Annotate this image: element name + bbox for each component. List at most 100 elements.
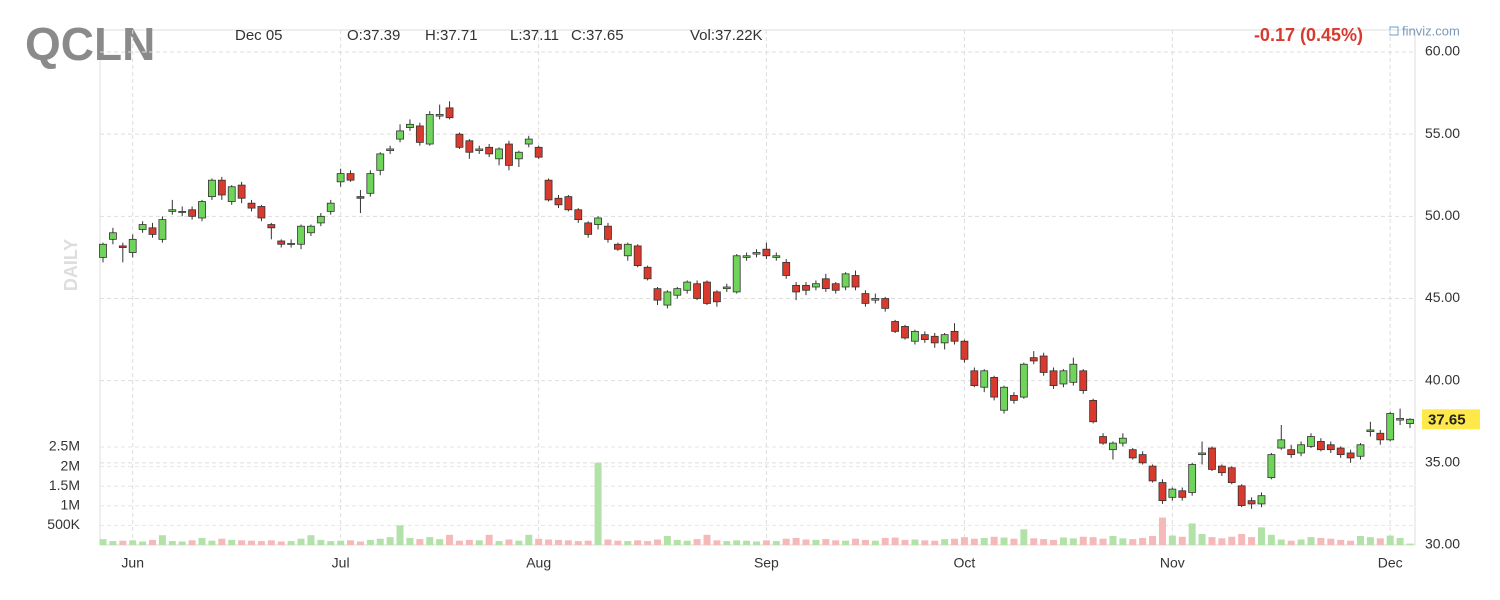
volume-bar <box>980 537 988 545</box>
volume-bar <box>287 541 295 545</box>
volume-bar <box>782 538 790 545</box>
candle-body <box>861 293 870 304</box>
volume-bar <box>723 541 731 545</box>
candle-body <box>1158 482 1167 502</box>
volume-bar <box>1020 529 1028 545</box>
candle-body <box>772 255 781 258</box>
volume-bar <box>248 540 256 545</box>
volume-bar <box>881 537 889 545</box>
volume-bar <box>356 541 364 545</box>
volume-bar <box>1188 523 1196 545</box>
volume-bar <box>1287 540 1295 545</box>
volume-bar <box>168 541 176 545</box>
candle-body <box>594 217 602 225</box>
candle-body <box>1089 399 1098 423</box>
source-icon <box>1389 26 1399 36</box>
candle-body <box>1287 449 1296 456</box>
candle-body <box>1217 465 1226 474</box>
candle-body <box>564 196 573 211</box>
candle-body <box>960 340 969 360</box>
candle-body <box>752 252 761 255</box>
candle-body <box>673 288 682 296</box>
volume-bar <box>1277 539 1285 545</box>
volume-bar <box>604 539 612 545</box>
volume-bar <box>1228 536 1236 545</box>
candle-body <box>1316 441 1325 451</box>
date-label: Dec 05 <box>235 27 283 44</box>
candle-body <box>1188 464 1197 493</box>
candle-body <box>128 238 137 253</box>
volume-bar <box>1109 535 1117 545</box>
candle-body <box>940 334 949 344</box>
volume-bar <box>1297 539 1305 545</box>
candle-body <box>821 278 830 290</box>
volume-bar <box>733 540 741 545</box>
candle-body <box>1277 439 1286 449</box>
volume-bar <box>564 540 572 545</box>
volume-bar <box>406 537 414 545</box>
volume-bar <box>1376 538 1384 545</box>
candle-body <box>297 225 305 245</box>
volume-bar <box>1069 538 1077 545</box>
volume-bar <box>1089 537 1097 545</box>
candle-body <box>574 209 583 221</box>
candle-body <box>1406 418 1414 424</box>
volume-bar <box>1337 539 1345 545</box>
candle-body <box>277 240 286 245</box>
volume-bar <box>812 539 820 545</box>
candle-body <box>257 206 266 219</box>
candle-body <box>1118 437 1127 444</box>
volume-bar <box>584 540 592 545</box>
candle-body <box>1366 429 1375 433</box>
candle-body <box>217 179 226 196</box>
volume-bar <box>307 535 315 545</box>
volume-bar <box>337 540 345 545</box>
volume-bar <box>960 537 968 545</box>
volume-bar <box>386 537 394 545</box>
x-tick-label: Jun <box>121 555 144 571</box>
candle-body <box>1019 363 1028 398</box>
volume-bar <box>1208 537 1216 545</box>
y2-tick-label: 1M <box>61 497 80 513</box>
candle-body <box>1168 488 1177 498</box>
candle-body <box>722 286 731 290</box>
volume-bar <box>495 541 503 545</box>
candle-body <box>732 255 741 293</box>
volume-bar <box>446 534 454 545</box>
volume-bar <box>535 538 543 545</box>
candle-body <box>247 202 256 209</box>
volume-bar <box>1248 537 1256 545</box>
candle-body <box>1356 444 1365 457</box>
candle-body <box>158 219 167 240</box>
volume-bar <box>1129 539 1137 545</box>
close-label: C:37.65 <box>571 27 624 44</box>
candle-body <box>1069 363 1078 383</box>
volume-bar <box>515 540 523 545</box>
candle-body <box>841 273 850 288</box>
volume-bar <box>1158 517 1166 545</box>
candle-body <box>1148 465 1157 482</box>
y-tick-label: 30.00 <box>1425 536 1460 552</box>
candle-body <box>178 211 187 213</box>
volume-bar <box>772 541 780 545</box>
volume-bar <box>208 540 216 545</box>
candle-body <box>208 179 216 198</box>
volume-bar <box>634 540 642 545</box>
candle-body <box>1000 386 1008 411</box>
volume-bar <box>554 539 562 545</box>
candle-body <box>316 215 325 224</box>
candle-body <box>386 148 395 151</box>
candle-body <box>693 283 701 299</box>
candle-body <box>930 335 939 344</box>
candle-body <box>168 209 177 212</box>
candle-body <box>336 173 345 183</box>
volume-bar <box>911 539 919 545</box>
candle-body <box>1267 454 1276 479</box>
candle-body <box>227 186 236 202</box>
volume-bar <box>1347 540 1355 545</box>
candle-body <box>346 173 355 181</box>
last-price-box <box>1422 409 1480 430</box>
x-tick-label: Nov <box>1160 555 1185 571</box>
volume-bar <box>951 538 959 545</box>
